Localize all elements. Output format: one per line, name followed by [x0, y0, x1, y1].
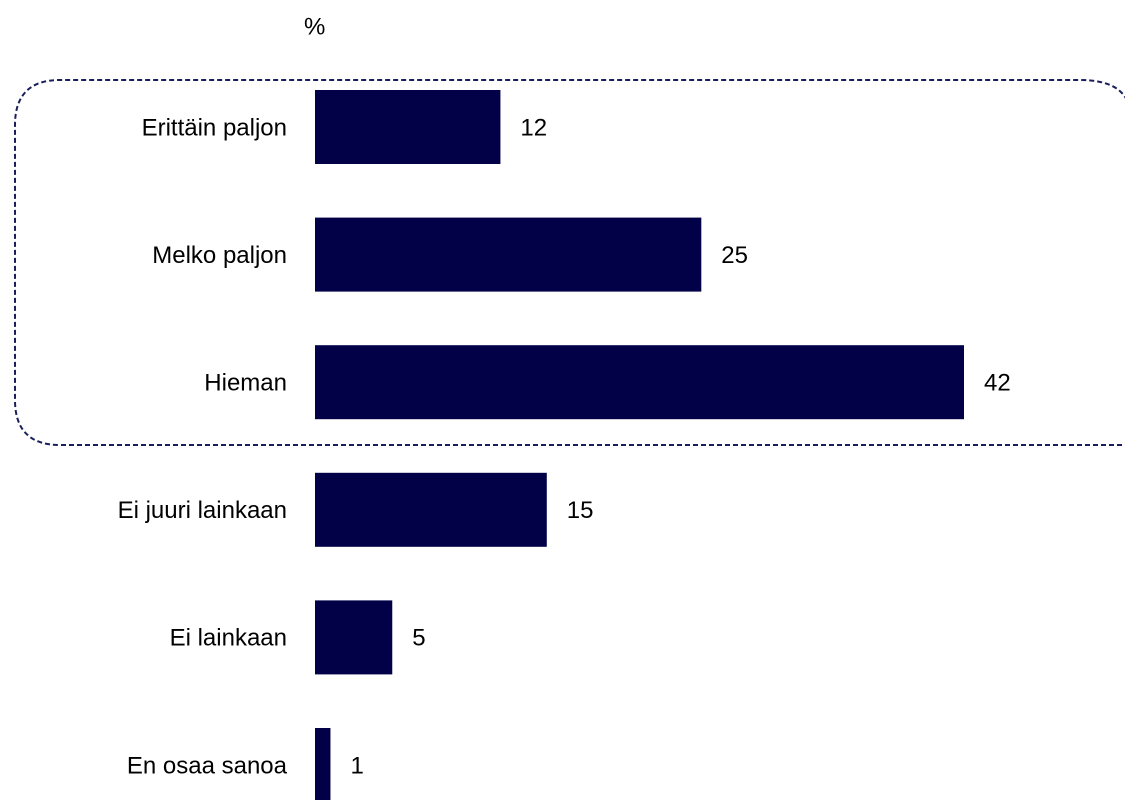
value-label: 15 [567, 497, 594, 524]
bar [315, 345, 964, 420]
value-label: 12 [520, 114, 547, 141]
category-label: Erittäin paljon [142, 114, 287, 141]
bar [315, 90, 501, 164]
bar [315, 728, 331, 800]
value-label: 1 [350, 752, 363, 779]
category-label: En osaa sanoa [127, 752, 288, 779]
chart-title: % [304, 13, 325, 40]
category-label: Hieman [204, 370, 287, 397]
value-label: 5 [412, 625, 425, 652]
category-label: Melko paljon [152, 242, 287, 269]
bar [315, 472, 547, 547]
category-label: Ei juuri lainkaan [118, 497, 287, 524]
category-label: Ei lainkaan [170, 625, 287, 652]
bar [315, 600, 393, 675]
value-label: 42 [984, 370, 1011, 397]
value-label: 25 [721, 242, 748, 269]
bar [315, 217, 702, 292]
